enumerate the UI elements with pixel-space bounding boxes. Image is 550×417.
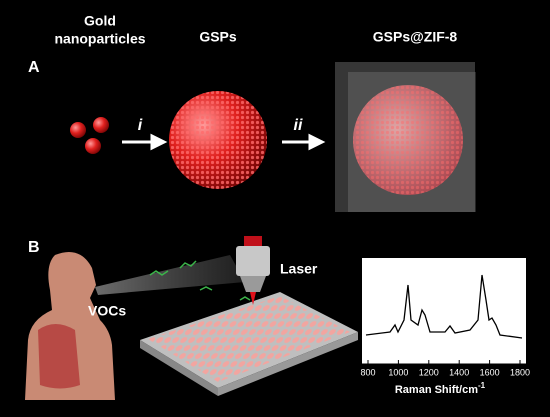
x-tick-label: 800 xyxy=(360,367,375,377)
laser-beam xyxy=(244,236,262,246)
panel-label: B xyxy=(28,239,40,256)
zif-label: GSPs@ZIF-8 xyxy=(373,29,458,45)
arrow xyxy=(122,133,168,151)
x-axis-label-text: Raman Shift/cm xyxy=(395,384,478,396)
step-label: ii xyxy=(294,117,303,134)
step-label: i xyxy=(138,117,143,134)
gold-particle xyxy=(70,122,86,138)
x-tick-label: 1400 xyxy=(449,367,469,377)
x-tick-label: 1800 xyxy=(510,367,530,377)
x-axis-label: Raman Shift/cm-1 xyxy=(395,381,486,396)
laser-label: Laser xyxy=(280,261,318,277)
x-axis-label-sup: -1 xyxy=(478,381,486,390)
lungs xyxy=(38,324,80,389)
x-tick-label: 1200 xyxy=(419,367,439,377)
arrow xyxy=(282,133,326,151)
raman-spectrum xyxy=(365,274,523,339)
objective xyxy=(236,246,270,276)
gold-particle xyxy=(85,138,101,154)
laser-spot xyxy=(250,292,256,305)
x-tick-label: 1600 xyxy=(480,367,500,377)
gsp-texture xyxy=(169,91,267,189)
breath-beam xyxy=(95,255,245,295)
gold-label: nanoparticles xyxy=(54,31,145,47)
gsp-texture xyxy=(353,85,463,195)
substrate-edge xyxy=(140,340,218,396)
spectrum-frame xyxy=(362,258,526,364)
panel-label: A xyxy=(28,59,40,76)
gsps-label: GSPs xyxy=(199,29,237,45)
objective-tip xyxy=(240,276,266,292)
vocs-label: VOCs xyxy=(88,303,126,319)
gold-particle xyxy=(93,117,109,133)
substrate-pillars xyxy=(148,296,350,382)
x-tick-label: 1000 xyxy=(388,367,408,377)
gold-label: Gold xyxy=(84,13,116,29)
substrate-edge xyxy=(218,332,358,396)
